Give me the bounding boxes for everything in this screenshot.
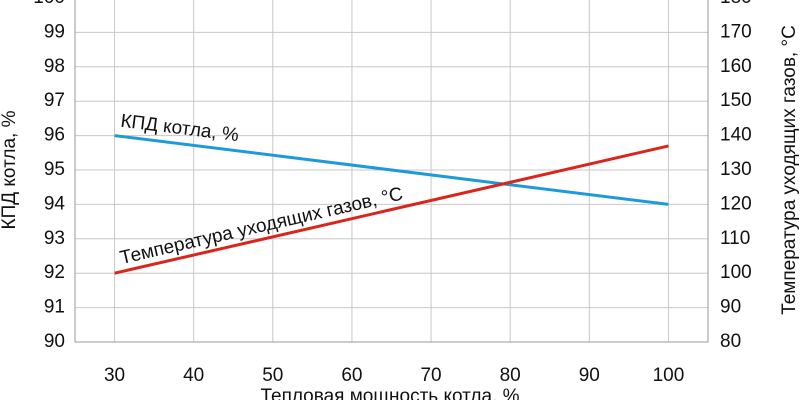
- y2-tick-label: 140: [720, 125, 752, 146]
- y2-tick-label: 160: [720, 56, 752, 77]
- series-label: Температура уходящих газов, °C: [118, 184, 405, 269]
- x-tick-label: 80: [500, 365, 521, 386]
- x-tick-label: 50: [262, 365, 283, 386]
- y2-axis-label: Температура уходящих газов, °C: [779, 25, 800, 315]
- series-line: [114, 134, 669, 206]
- series-line: [114, 144, 669, 275]
- y-tick-label: 96: [44, 125, 65, 146]
- y-tick-label: 94: [44, 193, 66, 214]
- y2-tick-label: 180: [720, 0, 752, 8]
- plot-border: [74, 0, 709, 343]
- y-axis-label: КПД котла, %: [0, 110, 20, 229]
- x-tick-label: 40: [183, 365, 204, 386]
- y2-tick-label: 90: [720, 297, 741, 318]
- x-tick-label: 90: [579, 365, 600, 386]
- y-tick-label: 90: [44, 331, 65, 352]
- y-tick-label: 95: [44, 159, 65, 180]
- x-axis-label: Тепловая мощность котла, %: [260, 386, 519, 400]
- x-tick-label: 100: [653, 365, 685, 386]
- y2-tick-label: 80: [720, 331, 741, 352]
- y2-tick-label: 110: [720, 228, 750, 249]
- y2-tick-label: 130: [720, 159, 752, 180]
- y-tick-label: 97: [44, 90, 65, 111]
- y2-tick-label: 100: [720, 262, 752, 283]
- series-label: КПД котла, %: [119, 111, 240, 147]
- y-tick-label: 98: [44, 56, 65, 77]
- y2-tick-label: 170: [720, 21, 752, 42]
- x-tick-label: 30: [104, 365, 125, 386]
- y2-tick-label: 120: [720, 193, 752, 214]
- y-tick-label: 92: [44, 262, 65, 283]
- y-tick-label: 100: [33, 0, 65, 8]
- y-tick-label: 93: [44, 228, 65, 249]
- y-tick-label: 99: [44, 21, 65, 42]
- x-tick-label: 60: [341, 365, 362, 386]
- y2-tick-label: 150: [720, 90, 752, 111]
- x-tick-label: 70: [420, 365, 441, 386]
- y-tick-label: 91: [44, 297, 65, 318]
